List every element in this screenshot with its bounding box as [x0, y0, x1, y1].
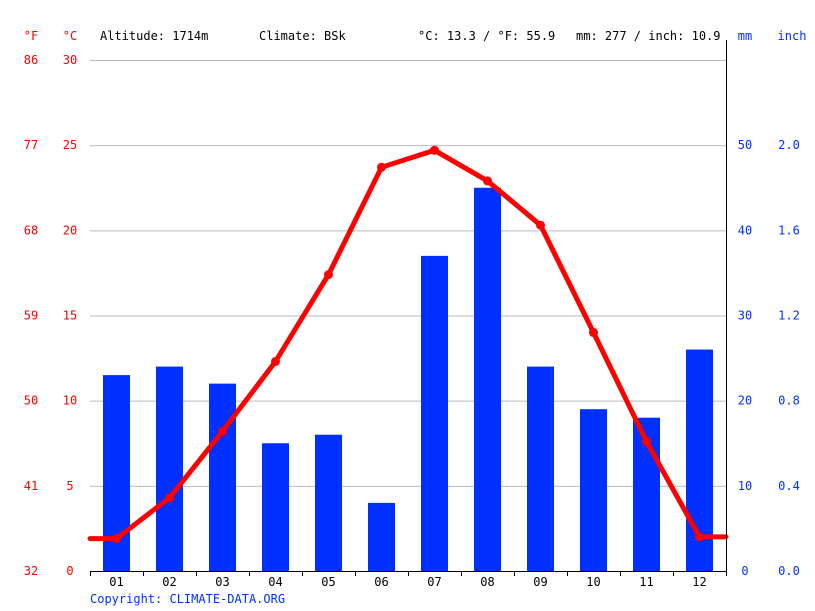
temperature-line [87, 145, 729, 544]
celsius-tick-label: 10 [63, 394, 77, 408]
temperature-point [112, 534, 121, 544]
month-tick-label: 12 [692, 575, 706, 589]
unit-fahrenheit-label: °F [24, 29, 38, 43]
celsius-tick-label: 25 [63, 138, 77, 152]
inch-tick-label: 1.6 [778, 223, 800, 237]
temperature-line-path [87, 147, 729, 542]
unit-inch-label: inch [778, 29, 807, 43]
celsius-tick-label: 15 [63, 309, 77, 323]
fahrenheit-tick-label: 32 [24, 564, 38, 578]
grid-lines [90, 60, 726, 487]
temperature-point [324, 270, 333, 280]
mm-tick-label: 30 [738, 309, 752, 323]
temperature-point [642, 437, 651, 447]
temperature-average-label: °C: 13.3 / °F: 55.9 [418, 29, 555, 43]
mm-tick-label: 10 [738, 479, 752, 493]
altitude-label: Altitude: 1714m [100, 29, 208, 43]
unit-celsius-label: °C [63, 29, 77, 43]
temperature-point [430, 145, 439, 155]
temperature-point [589, 328, 598, 338]
month-tick-label: 09 [533, 575, 547, 589]
month-tick-label: 02 [162, 575, 176, 589]
temperature-point [377, 162, 386, 172]
fahrenheit-tick-label: 59 [24, 309, 38, 323]
month-tick-label: 11 [639, 575, 653, 589]
month-tick-label: 08 [480, 575, 494, 589]
celsius-tick-label: 20 [63, 223, 77, 237]
inch-tick-label: 0.4 [778, 479, 800, 493]
climate-label: Climate: BSk [259, 29, 346, 43]
copyright-text: Copyright: CLIMATE-DATA.ORG [90, 592, 285, 606]
temperature-point [271, 356, 280, 366]
precipitation-bars [103, 187, 713, 571]
inch-tick-label: 1.2 [778, 309, 800, 323]
precipitation-bar [527, 366, 554, 571]
precipitation-bar [421, 255, 448, 571]
month-tick-label: 07 [427, 575, 441, 589]
mm-tick-label: 50 [738, 138, 752, 152]
precipitation-total-label: mm: 277 / inch: 10.9 [576, 29, 721, 43]
temperature-point [536, 220, 545, 230]
temperature-point [695, 532, 704, 542]
fahrenheit-tick-label: 86 [24, 53, 38, 67]
precipitation-bar [580, 409, 607, 571]
precipitation-bar [368, 502, 395, 571]
precipitation-bar [315, 434, 342, 571]
precipitation-bar [156, 366, 183, 571]
fahrenheit-tick-label: 77 [24, 138, 38, 152]
mm-tick-label: 20 [738, 394, 752, 408]
inch-tick-label: 2.0 [778, 138, 800, 152]
month-tick-label: 04 [268, 575, 282, 589]
axes [90, 40, 727, 576]
unit-mm-label: mm [738, 29, 752, 43]
precipitation-bar [474, 187, 501, 571]
celsius-tick-label: 5 [66, 479, 73, 493]
fahrenheit-tick-label: 50 [24, 394, 38, 408]
fahrenheit-tick-label: 68 [24, 223, 38, 237]
month-tick-label: 05 [321, 575, 335, 589]
month-tick-label: 01 [109, 575, 123, 589]
celsius-tick-label: 30 [63, 53, 77, 67]
mm-tick-label: 0 [741, 564, 748, 578]
month-tick-label: 06 [374, 575, 388, 589]
inch-tick-label: 0.8 [778, 394, 800, 408]
month-tick-label: 03 [215, 575, 229, 589]
temperature-point [483, 176, 492, 186]
fahrenheit-tick-label: 41 [24, 479, 38, 493]
month-tick-label: 10 [586, 575, 600, 589]
precipitation-bar [209, 383, 236, 571]
precipitation-bar [262, 443, 289, 571]
inch-tick-label: 0.0 [778, 564, 800, 578]
celsius-tick-label: 0 [66, 564, 73, 578]
temperature-point [218, 426, 227, 436]
mm-tick-label: 40 [738, 223, 752, 237]
tick-labels: 0 32 5 41 10 50 15 59 20 68 25 77 30 86 0 0.0 10 0.4 20 0.8… [24, 53, 800, 589]
temperature-point [165, 493, 174, 503]
